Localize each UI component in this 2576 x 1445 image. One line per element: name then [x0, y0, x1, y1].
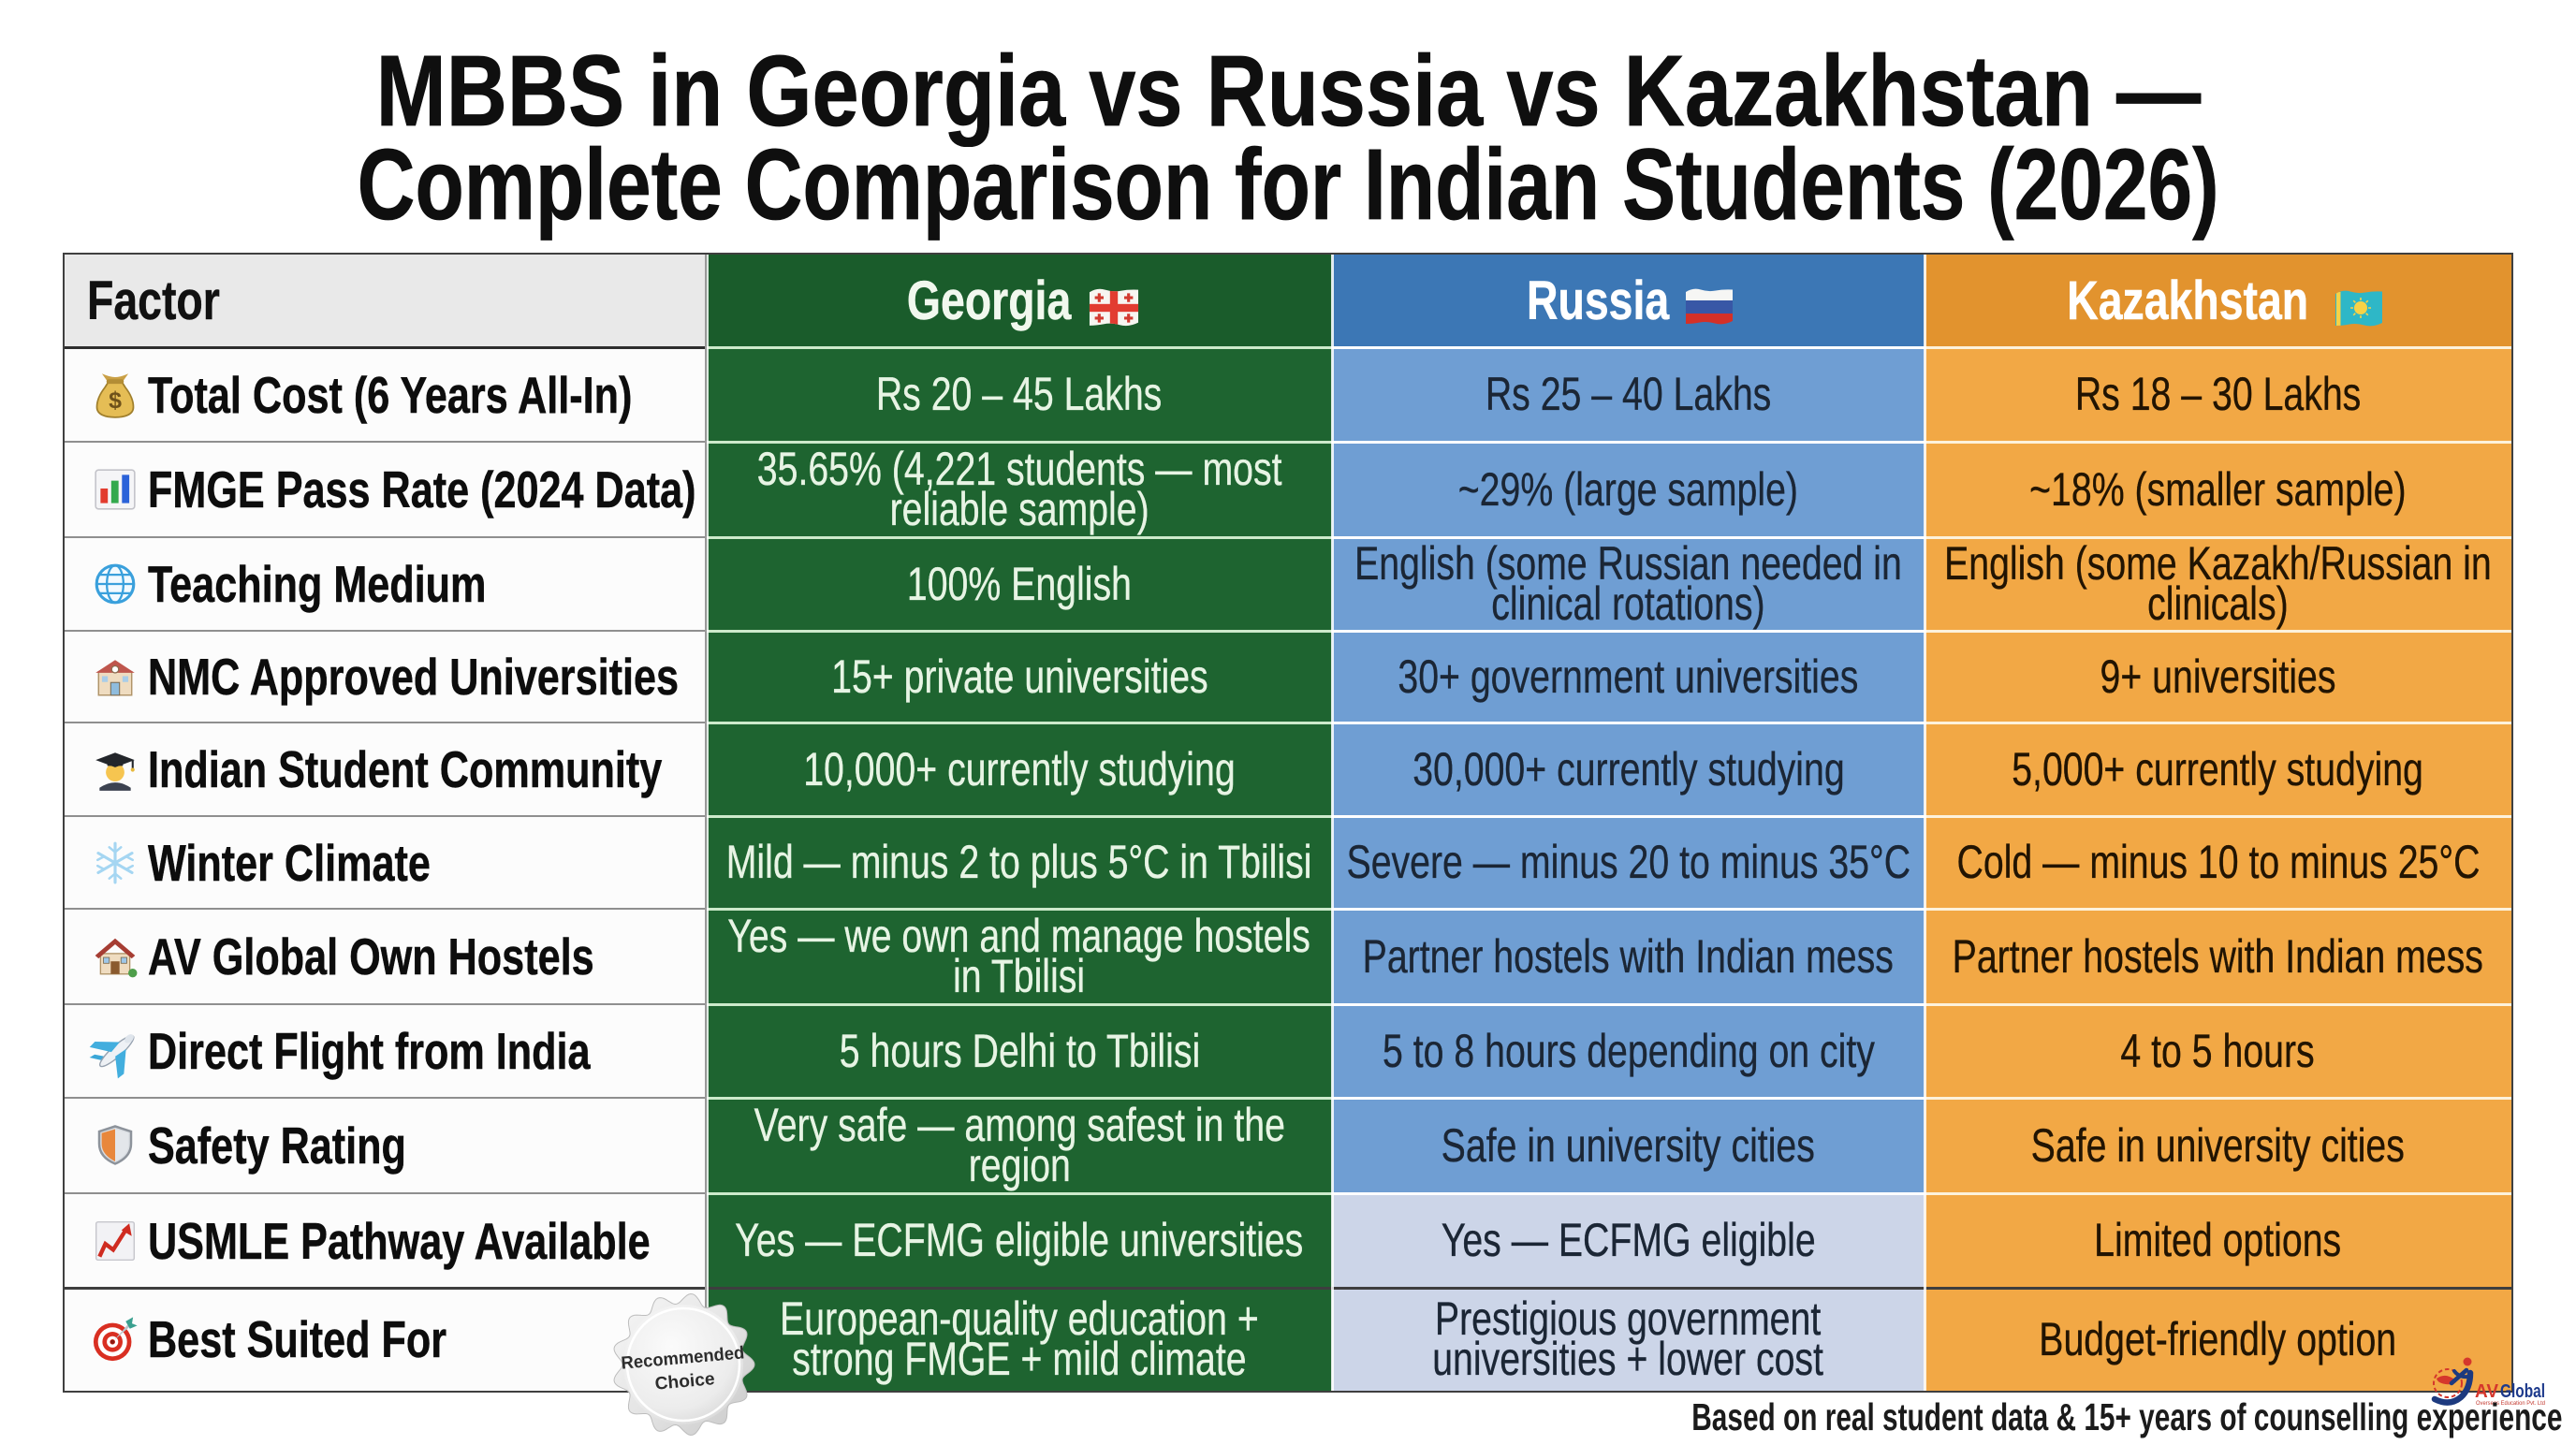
svg-text:$: $: [109, 387, 122, 414]
svg-text:AV: AV: [2475, 1381, 2499, 1402]
svg-text:Overseas Education Pvt. Ltd: Overseas Education Pvt. Ltd: [2476, 1400, 2545, 1407]
svg-text:Global: Global: [2500, 1381, 2545, 1402]
